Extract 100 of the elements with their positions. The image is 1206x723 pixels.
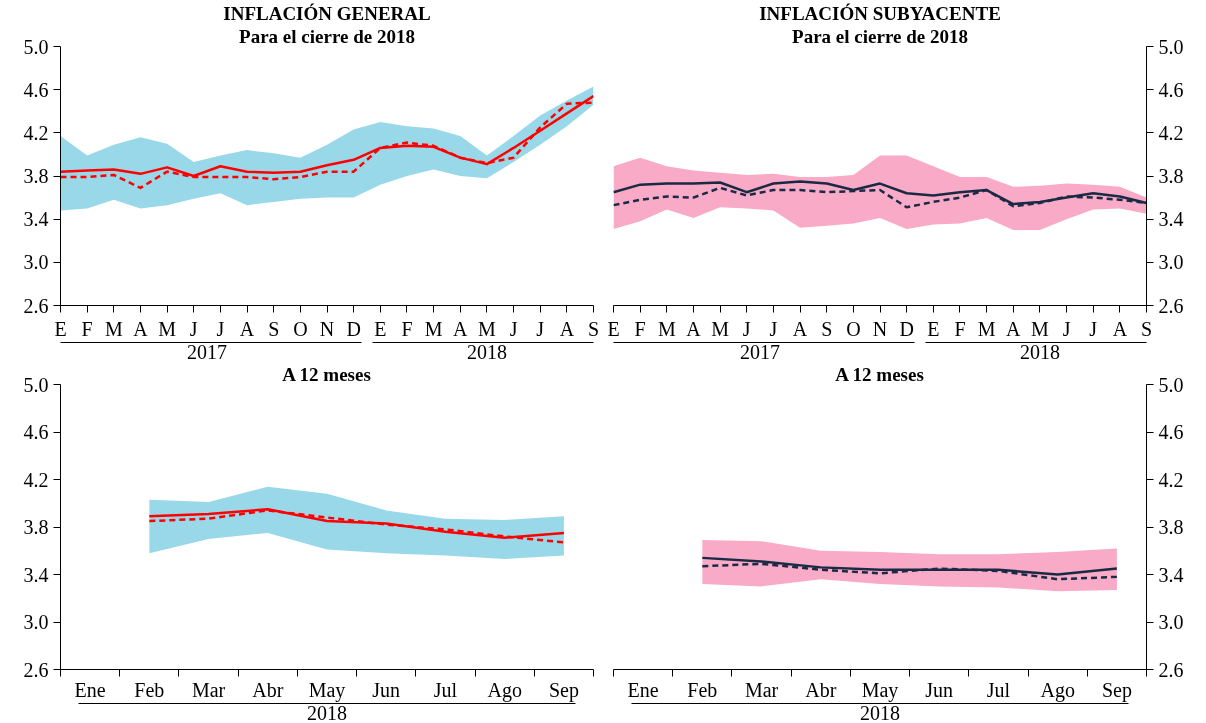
- x-tick-label: E: [54, 317, 67, 340]
- chart-title: INFLACIÓN SUBYACENTE: [759, 2, 1001, 24]
- y2-tick-label: 5.0: [1158, 35, 1184, 58]
- y-tick-label: 3.0: [23, 251, 49, 274]
- x-tick-label: Jul: [986, 678, 1011, 701]
- y2-tick-label: 4.6: [1158, 421, 1184, 443]
- y-tick-label: 2.6: [23, 658, 49, 681]
- y2-tick-label: 4.2: [1158, 468, 1184, 491]
- y-tick-label: 4.6: [23, 78, 49, 101]
- x-tick-label: O: [846, 317, 861, 340]
- x-axis-title: 2018: [307, 701, 347, 723]
- y-tick-label: 5.0: [23, 35, 49, 58]
- x-tick-label: J: [769, 317, 778, 340]
- y-tick-label: 3.8: [23, 165, 49, 187]
- x-tick-label: Ago: [1040, 678, 1075, 702]
- y2-tick-label: 3.4: [1158, 208, 1184, 231]
- text: 2017: [740, 340, 781, 363]
- x-tick-label: D: [346, 317, 361, 340]
- x-tick-label: A: [1006, 317, 1022, 340]
- x-tick-label: A: [686, 317, 702, 340]
- x-tick-label: Jun: [925, 678, 954, 701]
- y2-tick-label: 5.0: [1158, 373, 1184, 396]
- x-tick-label: M: [424, 317, 443, 340]
- x-tick-label: A: [1112, 317, 1128, 340]
- x-tick-label: M: [711, 317, 730, 340]
- x-tick-label: Mar: [744, 678, 779, 701]
- x-tick-label: M: [158, 317, 177, 340]
- x-tick-label: M: [657, 317, 676, 340]
- x-tick-label: Ago: [487, 678, 522, 702]
- y2-tick-label: 3.8: [1158, 165, 1184, 187]
- x-tick-label: J: [216, 317, 225, 340]
- x-tick-label: Jul: [433, 678, 458, 701]
- x-tick-label: J: [536, 317, 545, 340]
- x-tick-label: O: [293, 317, 308, 340]
- x-tick-label: J: [189, 317, 198, 340]
- x-tick-label: S: [1140, 317, 1153, 340]
- chart-title: A 12 meses: [835, 363, 924, 385]
- y2-tick-label: 3.8: [1158, 516, 1184, 538]
- x-tick-label: Ene: [74, 678, 106, 701]
- x-tick-label: E: [607, 317, 620, 340]
- x-tick-label: Feb: [134, 678, 165, 701]
- x-tick-label: M: [478, 317, 497, 340]
- x-tick-label: A: [453, 317, 469, 340]
- y2-tick-label: 3.0: [1158, 251, 1184, 274]
- chart-subtitle: Para el cierre de 2018: [239, 25, 415, 47]
- y2-tick-label: 2.6: [1158, 294, 1184, 317]
- x-tick-label: D: [899, 317, 914, 340]
- x-tick-label: J: [1062, 317, 1071, 340]
- text: 2017: [187, 340, 228, 363]
- y2-tick-label: 2.6: [1158, 658, 1184, 681]
- text: 2018: [1019, 340, 1060, 363]
- x-tick-label: M: [104, 317, 123, 340]
- x-tick-label: A: [133, 317, 149, 340]
- y-tick-label: 5.0: [23, 373, 49, 396]
- chart-title: INFLACIÓN GENERAL: [223, 2, 431, 24]
- x-tick-label: J: [742, 317, 751, 340]
- x-tick-label: May: [308, 678, 346, 702]
- y-tick-label: 2.6: [23, 294, 49, 317]
- text: 2018: [466, 340, 507, 363]
- x-tick-label: Ene: [627, 678, 659, 701]
- y2-tick-label: 3.4: [1158, 563, 1184, 586]
- x-tick-label: S: [268, 317, 280, 340]
- x-tick-label: Jun: [372, 678, 401, 701]
- x-tick-label: F: [401, 317, 413, 340]
- x-tick-label: A: [559, 317, 575, 340]
- x-tick-label: M: [1031, 317, 1050, 340]
- y2-tick-label: 4.6: [1158, 78, 1184, 101]
- x-tick-label: Abr: [252, 678, 284, 701]
- x-tick-label: F: [634, 317, 646, 340]
- chart-title: A 12 meses: [282, 363, 371, 385]
- y-tick-label: 4.6: [23, 421, 49, 443]
- y2-tick-label: 4.2: [1158, 121, 1184, 144]
- y-tick-label: 3.8: [23, 516, 49, 538]
- x-tick-label: S: [821, 317, 833, 340]
- y2-tick-label: 3.0: [1158, 611, 1184, 633]
- x-tick-label: E: [927, 317, 940, 340]
- x-tick-label: Sep: [1101, 678, 1132, 702]
- x-tick-label: S: [587, 317, 600, 340]
- x-tick-label: M: [977, 317, 996, 340]
- x-tick-label: Sep: [548, 678, 579, 702]
- y-tick-label: 3.4: [23, 208, 49, 231]
- x-tick-label: Mar: [191, 678, 226, 701]
- y-tick-label: 4.2: [23, 121, 49, 144]
- y-tick-label: 3.4: [23, 563, 49, 586]
- x-tick-label: F: [81, 317, 93, 340]
- x-axis-title: 2018: [860, 701, 900, 723]
- y-tick-label: 4.2: [23, 468, 49, 491]
- x-tick-label: F: [954, 317, 966, 340]
- x-tick-label: N: [872, 317, 888, 340]
- y-tick-label: 3.0: [23, 611, 49, 633]
- x-tick-label: Abr: [805, 678, 837, 701]
- x-tick-label: May: [861, 678, 899, 702]
- x-tick-label: N: [319, 317, 335, 340]
- x-tick-label: A: [239, 317, 255, 340]
- chart-subtitle: Para el cierre de 2018: [792, 25, 968, 47]
- x-tick-label: Feb: [687, 678, 718, 701]
- x-tick-label: J: [509, 317, 518, 340]
- x-tick-label: J: [1089, 317, 1098, 340]
- x-tick-label: A: [792, 317, 808, 340]
- x-tick-label: E: [374, 317, 387, 340]
